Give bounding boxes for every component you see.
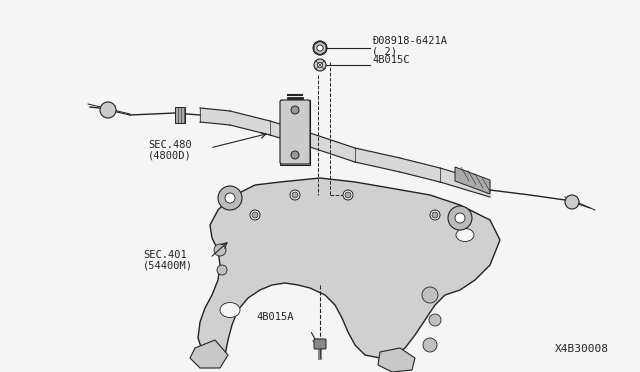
- Text: (4800D): (4800D): [148, 150, 192, 160]
- Polygon shape: [310, 133, 355, 162]
- Text: 4B015A: 4B015A: [256, 312, 294, 322]
- Circle shape: [218, 186, 242, 210]
- Circle shape: [345, 192, 351, 198]
- Text: ( 2): ( 2): [372, 46, 397, 56]
- FancyBboxPatch shape: [314, 339, 326, 349]
- Circle shape: [291, 106, 299, 114]
- Polygon shape: [400, 158, 440, 182]
- Circle shape: [250, 210, 260, 220]
- Circle shape: [317, 45, 323, 51]
- FancyBboxPatch shape: [280, 100, 310, 164]
- Circle shape: [225, 193, 235, 203]
- Text: Ð08918-6421A: Ð08918-6421A: [372, 36, 447, 46]
- Circle shape: [292, 192, 298, 198]
- Ellipse shape: [456, 228, 474, 241]
- Circle shape: [343, 190, 353, 200]
- Circle shape: [429, 314, 441, 326]
- Circle shape: [314, 59, 326, 71]
- Circle shape: [291, 151, 299, 159]
- Circle shape: [214, 244, 226, 256]
- Ellipse shape: [220, 302, 240, 317]
- Circle shape: [317, 62, 323, 67]
- Circle shape: [448, 206, 472, 230]
- Circle shape: [565, 195, 579, 209]
- Polygon shape: [175, 107, 185, 123]
- Circle shape: [422, 287, 438, 303]
- Circle shape: [217, 265, 227, 275]
- Polygon shape: [190, 340, 228, 368]
- Circle shape: [252, 212, 258, 218]
- Text: SEC.480: SEC.480: [148, 140, 192, 150]
- Polygon shape: [280, 100, 310, 165]
- Text: 4B015C: 4B015C: [372, 55, 410, 65]
- Polygon shape: [200, 108, 230, 125]
- Circle shape: [313, 41, 327, 55]
- Circle shape: [455, 213, 465, 223]
- Text: X4B30008: X4B30008: [555, 344, 609, 354]
- Polygon shape: [270, 121, 310, 147]
- Text: (54400M): (54400M): [143, 260, 193, 270]
- Polygon shape: [198, 178, 500, 360]
- Polygon shape: [230, 111, 270, 135]
- Polygon shape: [440, 168, 490, 197]
- Circle shape: [430, 210, 440, 220]
- Polygon shape: [355, 148, 400, 172]
- Circle shape: [290, 190, 300, 200]
- Polygon shape: [378, 348, 415, 372]
- Circle shape: [432, 212, 438, 218]
- Polygon shape: [455, 167, 490, 194]
- Circle shape: [100, 102, 116, 118]
- Text: SEC.401: SEC.401: [143, 250, 187, 260]
- Circle shape: [423, 338, 437, 352]
